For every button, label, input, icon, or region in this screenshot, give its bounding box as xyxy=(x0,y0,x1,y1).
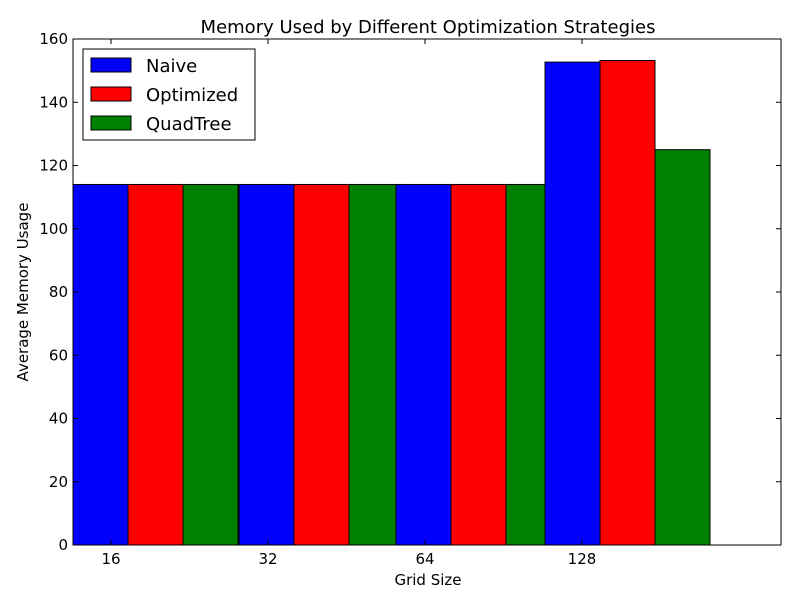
x-tick-label: 16 xyxy=(101,550,120,568)
y-axis: 0 20 40 60 80 100 120 140 160 xyxy=(39,30,781,554)
bar-quadtree-32 xyxy=(348,183,405,546)
x-axis-label: Grid Size xyxy=(394,571,461,589)
y-tick-label: 160 xyxy=(39,30,68,48)
y-tick-label: 60 xyxy=(49,346,68,364)
y-tick-label: 100 xyxy=(39,220,68,238)
bars-group xyxy=(72,60,711,546)
y-tick-label: 40 xyxy=(49,410,68,428)
x-tick-label: 128 xyxy=(568,550,597,568)
bar-optimized-64 xyxy=(450,183,507,546)
y-axis-label: Average Memory Usage xyxy=(14,203,32,382)
y-tick-label: 120 xyxy=(39,157,68,175)
y-tick-label: 80 xyxy=(49,283,68,301)
bar-naive-64 xyxy=(395,183,452,546)
legend-label-naive: Naive xyxy=(146,56,197,77)
bar-naive-128 xyxy=(544,61,601,546)
x-tick-label: 32 xyxy=(258,550,277,568)
bar-quadtree-128 xyxy=(654,149,711,546)
legend-swatch-naive xyxy=(90,57,132,73)
x-axis: 16 32 64 128 xyxy=(101,39,596,568)
y-tick-label: 0 xyxy=(58,536,68,554)
bar-naive-32 xyxy=(238,183,295,546)
chart-title: Memory Used by Different Optimization St… xyxy=(201,17,656,38)
y-tick-label: 20 xyxy=(49,473,68,491)
x-tick-label: 64 xyxy=(415,550,434,568)
legend-label-quadtree: QuadTree xyxy=(146,114,232,135)
legend: Naive Optimized QuadTree xyxy=(82,48,256,141)
bar-naive-16 xyxy=(72,183,129,546)
y-tick-label: 140 xyxy=(39,93,68,111)
bar-optimized-32 xyxy=(293,183,350,546)
bar-optimized-128 xyxy=(599,60,656,546)
bar-optimized-16 xyxy=(127,183,184,546)
legend-swatch-optimized xyxy=(90,86,132,102)
legend-swatch-quadtree xyxy=(90,115,132,131)
legend-label-optimized: Optimized xyxy=(146,85,238,106)
bar-quadtree-16 xyxy=(182,183,239,546)
